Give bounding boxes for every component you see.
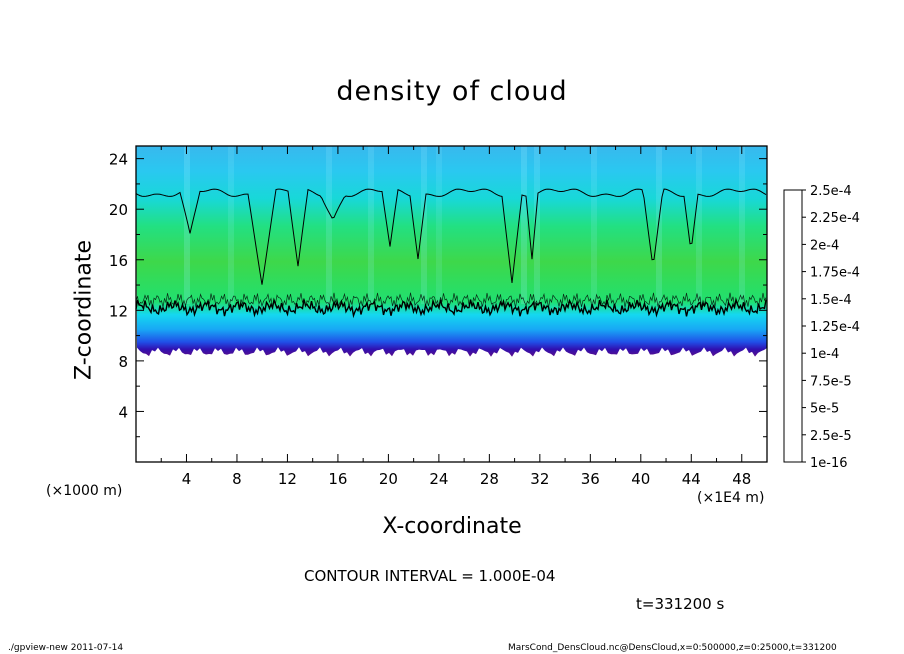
density-streak [184,146,190,304]
y-tick-label: 24 [109,151,128,169]
y-tick-label: 4 [118,403,128,421]
density-streak [739,146,745,304]
cloud-density-field [136,146,767,357]
colorbar-label: 1e-16 [810,456,848,471]
colorbar-label: 1.75e-4 [810,266,860,281]
x-tick-label: 44 [682,470,701,488]
x-unit-label: (×1E4 m) [697,490,765,506]
colorbar-label: 7.5e-5 [810,374,852,389]
density-streak [326,146,332,304]
x-tick-label: 16 [328,470,347,488]
x-tick-label: 24 [429,470,448,488]
colorbar: 1e-16 2.5e-5 5e-5 7.5e-5 1e-4 1.25e-4 1.5e-4 1.… [783,184,860,471]
density-streak [656,146,662,304]
x-tick-label: 40 [631,470,650,488]
colorbar-label: 2.5e-4 [810,184,852,199]
x-tick-label: 32 [530,470,549,488]
density-streak [228,146,234,304]
upper-contour-line [135,188,767,285]
time-label: t=331200 s [636,595,725,613]
density-streak [421,146,427,304]
x-tick-label: 36 [581,470,600,488]
x-axis-label: X-coordinate [382,514,522,539]
plot-frame [135,145,768,463]
density-streak [436,146,442,304]
x-tick-label: 8 [232,470,242,488]
lower-contour-noise [135,292,767,308]
colorbar-label: 1.25e-4 [810,320,860,335]
plot-area [135,146,767,357]
density-streak [591,146,597,304]
density-streak [696,146,702,304]
y-tick-label: 8 [118,353,128,371]
z-unit-label: (×1000 m) [46,483,123,499]
y-axis-label: Z-coordinate [71,240,97,380]
x-tick-label: 4 [182,470,192,488]
contour-interval-label: CONTOUR INTERVAL = 1.000E-04 [304,567,556,585]
colorbar-label: 1e-4 [810,347,839,362]
density-streak [534,146,540,304]
colorbar-label: 2.5e-5 [810,429,852,444]
colorbar-frame [783,189,803,463]
density-streak [368,146,374,304]
y-tick-label: 16 [109,252,128,270]
y-tick-label: 12 [109,302,128,320]
density-streak [521,146,527,304]
x-tick-label: 20 [379,470,398,488]
colorbar-label: 2.25e-4 [810,211,860,226]
y-tick-label: 20 [109,201,128,219]
lower-contour-line [135,297,767,319]
x-tick-label: 48 [732,470,751,488]
x-tick-label: 12 [278,470,297,488]
colorbar-label: 2e-4 [810,238,839,253]
footer-data-source: MarsCond_DensCloud.nc@DensCloud,x=0:5000… [508,643,837,653]
x-tick-label: 28 [480,470,499,488]
colorbar-label: 5e-5 [810,402,839,417]
colorbar-label: 1.5e-4 [810,293,852,308]
footer-program-date: ./gpview-new 2011-07-14 [8,643,124,653]
chart-title: density of cloud [336,76,568,107]
